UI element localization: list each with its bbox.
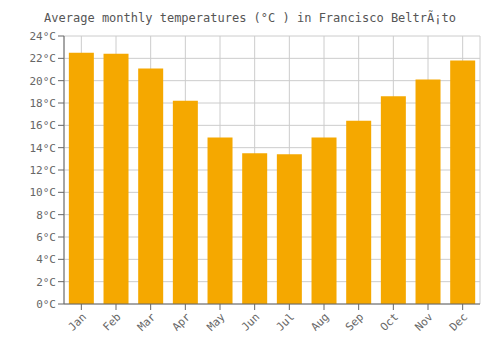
- svg-text:Jul: Jul: [274, 310, 297, 333]
- svg-text:Sep: Sep: [343, 310, 366, 333]
- svg-text:2°C: 2°C: [36, 276, 56, 289]
- svg-text:20°C: 20°C: [30, 75, 57, 88]
- svg-text:Nov: Nov: [412, 310, 436, 334]
- svg-text:Apr: Apr: [170, 310, 194, 334]
- svg-text:10°C: 10°C: [30, 186, 57, 199]
- svg-text:Dec: Dec: [447, 310, 470, 333]
- svg-text:12°C: 12°C: [30, 164, 57, 177]
- svg-text:Oct: Oct: [378, 310, 401, 333]
- svg-text:16°C: 16°C: [30, 119, 57, 132]
- svg-text:14°C: 14°C: [30, 142, 57, 155]
- svg-text:22°C: 22°C: [30, 52, 57, 65]
- svg-text:8°C: 8°C: [36, 209, 56, 222]
- svg-text:18°C: 18°C: [30, 97, 57, 110]
- svg-text:4°C: 4°C: [36, 253, 56, 266]
- svg-text:0°C: 0°C: [36, 298, 56, 311]
- svg-text:Jun: Jun: [239, 310, 262, 333]
- svg-text:Jan: Jan: [66, 310, 89, 333]
- svg-text:6°C: 6°C: [36, 231, 56, 244]
- svg-text:Mar: Mar: [135, 310, 159, 334]
- svg-text:24°C: 24°C: [30, 30, 57, 43]
- svg-text:May: May: [204, 310, 228, 334]
- svg-text:Feb: Feb: [100, 310, 123, 333]
- svg-text:Aug: Aug: [308, 310, 331, 333]
- html-text:Average monthly temperatures (: Average monthly temperatures (°C ) in Fr…: [44, 11, 456, 25]
